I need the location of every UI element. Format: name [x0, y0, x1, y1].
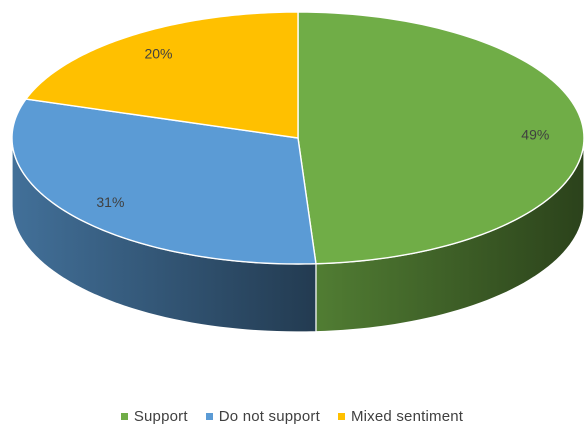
- legend-label-support: Support: [133, 408, 188, 425]
- pie-slice-do-not-support: [11, 98, 317, 265]
- pie-slice-mixed-sentiment: [25, 11, 299, 139]
- legend-swatch-do-not-support: [205, 413, 213, 420]
- data-label-mixed-sentiment: 20%: [144, 45, 172, 61]
- legend: Support Do not support Mixed sentiment: [0, 408, 584, 425]
- legend-swatch-mixed-sentiment: [337, 413, 345, 420]
- data-label-support: 49%: [521, 127, 549, 143]
- legend-label-mixed-sentiment: Mixed sentiment: [350, 408, 464, 425]
- legend-swatch-support: [120, 413, 128, 420]
- legend-item-do-not-support: Do not support: [205, 408, 320, 425]
- legend-item-mixed-sentiment: Mixed sentiment: [337, 408, 464, 425]
- data-label-do-not-support: 31%: [96, 194, 124, 210]
- legend-label-do-not-support: Do not support: [218, 408, 320, 425]
- legend-item-support: Support: [120, 408, 188, 425]
